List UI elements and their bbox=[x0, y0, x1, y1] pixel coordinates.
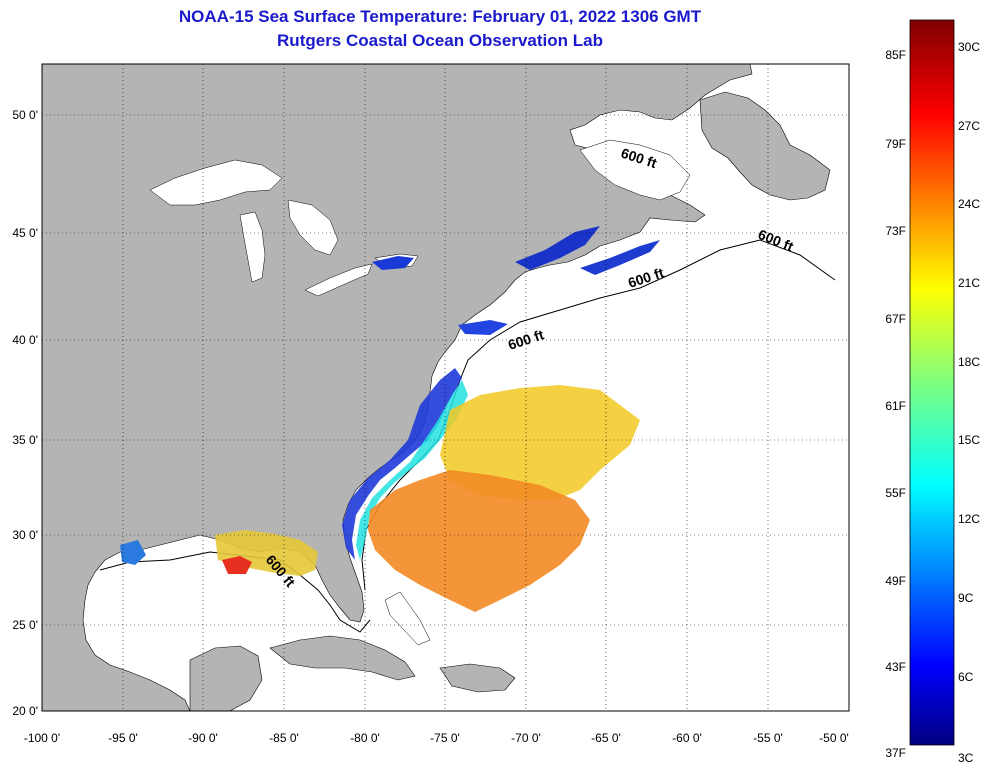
hispaniola-land bbox=[439, 663, 516, 693]
lon-tick-label: -65 0' bbox=[591, 731, 621, 745]
newfoundland-land bbox=[699, 91, 831, 201]
colorbar-c-label: 24C bbox=[958, 197, 980, 211]
colorbar-c-label: 18C bbox=[958, 355, 980, 369]
lon-tick-label: -85 0' bbox=[269, 731, 299, 745]
colorbar-c-label: 3C bbox=[958, 751, 974, 765]
colorbar-f-label: 67F bbox=[885, 312, 906, 326]
lake-michigan bbox=[239, 211, 266, 283]
map-title: NOAA-15 Sea Surface Temperature: Februar… bbox=[178, 7, 702, 26]
colorbar-f-label: 43F bbox=[885, 660, 906, 674]
lat-tick-label: 45 0' bbox=[12, 226, 38, 240]
sst-gulf-cold-west bbox=[120, 540, 146, 565]
lon-tick-label: -90 0' bbox=[188, 731, 218, 745]
gulf-of-st-lawrence bbox=[579, 139, 691, 201]
graticule bbox=[42, 64, 849, 711]
colorbar bbox=[909, 19, 955, 746]
colorbar-f-label: 49F bbox=[885, 574, 906, 588]
lon-tick-label: -60 0' bbox=[672, 731, 702, 745]
lat-tick-label: 35 0' bbox=[12, 433, 38, 447]
sst-cold-greatlake bbox=[372, 256, 414, 270]
sst-cold-cape-cod bbox=[458, 320, 508, 335]
map-frame bbox=[41, 63, 850, 712]
lat-tick-label: 30 0' bbox=[12, 528, 38, 542]
sst-gulf-hot bbox=[222, 556, 252, 574]
colorbar-f-label: 79F bbox=[885, 137, 906, 151]
sst-warm-yellow bbox=[440, 385, 640, 500]
lon-tick-label: -75 0' bbox=[430, 731, 460, 745]
colorbar-f-label: 37F bbox=[885, 746, 906, 760]
lon-tick-labels: -100 0' -95 0' -90 0' -85 0' -80 0' -75 … bbox=[24, 731, 849, 745]
yucatan-land bbox=[189, 645, 263, 711]
colorbar-c-labels: 30C 27C 24C 21C 18C 15C 12C 9C 6C 3C bbox=[958, 40, 980, 765]
lake-superior bbox=[149, 159, 283, 206]
lon-tick-label: -95 0' bbox=[108, 731, 138, 745]
cuba-land bbox=[269, 635, 416, 681]
sst-cold-maine bbox=[515, 226, 600, 270]
lat-tick-label: 20 0' bbox=[12, 704, 38, 718]
lat-tick-label: 25 0' bbox=[12, 618, 38, 632]
colorbar-c-label: 30C bbox=[958, 40, 980, 54]
colorbar-c-label: 21C bbox=[958, 276, 980, 290]
sst-cold-novascotia bbox=[580, 240, 660, 275]
lon-tick-label: -80 0' bbox=[350, 731, 380, 745]
lon-tick-label: -70 0' bbox=[511, 731, 541, 745]
colorbar-f-label: 55F bbox=[885, 486, 906, 500]
sst-warm-orange bbox=[368, 470, 590, 612]
colorbar-c-label: 15C bbox=[958, 433, 980, 447]
colorbar-c-label: 12C bbox=[958, 512, 980, 526]
lon-tick-label: -100 0' bbox=[24, 731, 60, 745]
colorbar-f-labels: 85F 79F 73F 67F 61F 55F 49F 43F 37F bbox=[885, 48, 906, 760]
lake-erie bbox=[304, 263, 373, 297]
colorbar-f-label: 85F bbox=[885, 48, 906, 62]
sst-transition-band bbox=[356, 380, 468, 560]
map-subtitle: Rutgers Coastal Ocean Observation Lab bbox=[277, 31, 603, 50]
bahamas-islands bbox=[384, 591, 431, 646]
colorbar-c-label: 6C bbox=[958, 670, 974, 684]
colorbar-c-label: 9C bbox=[958, 591, 974, 605]
lon-tick-label: -50 0' bbox=[819, 731, 849, 745]
lake-huron bbox=[287, 199, 339, 256]
colorbar-f-label: 61F bbox=[885, 399, 906, 413]
lat-tick-labels: 50 0' 45 0' 40 0' 35 0' 30 0' 25 0' 20 0… bbox=[12, 108, 38, 718]
sst-cold-coastal-band bbox=[342, 368, 462, 560]
colorbar-f-label: 73F bbox=[885, 224, 906, 238]
lat-tick-label: 50 0' bbox=[12, 108, 38, 122]
lon-tick-label: -55 0' bbox=[753, 731, 783, 745]
colorbar-c-label: 27C bbox=[958, 119, 980, 133]
lat-tick-label: 40 0' bbox=[12, 333, 38, 347]
